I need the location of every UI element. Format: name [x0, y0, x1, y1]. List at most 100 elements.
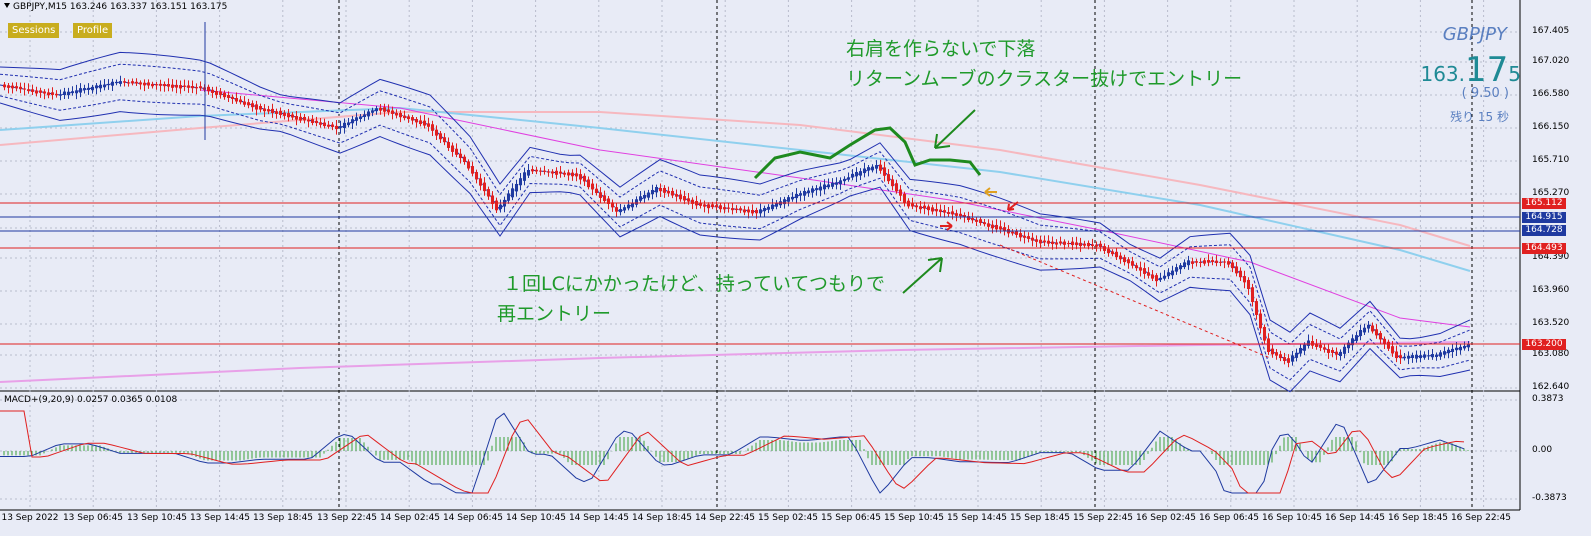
candle-body — [111, 81, 114, 86]
candle-body — [527, 170, 530, 176]
y-tick: 162.640 — [1532, 382, 1570, 392]
candle-body — [287, 113, 290, 118]
candle-body — [239, 99, 242, 103]
candle-body — [499, 204, 502, 210]
x-label: 13 Sep 2022 — [1, 513, 59, 523]
candle-body — [711, 204, 714, 208]
candle-body — [1111, 251, 1114, 255]
candle-body — [823, 184, 826, 190]
candle-body — [1383, 338, 1386, 344]
candle-body — [319, 122, 322, 125]
x-label: 14 Sep 06:45 — [442, 513, 504, 523]
profile-button[interactable]: Profile — [73, 23, 113, 38]
candle-body — [1403, 356, 1406, 359]
x-label: 13 Sep 06:45 — [62, 513, 124, 523]
candle-body — [979, 219, 982, 224]
candle-body — [1259, 313, 1262, 329]
candle-body — [583, 175, 586, 182]
x-label: 16 Sep 22:45 — [1450, 513, 1512, 523]
candle-body — [31, 89, 34, 92]
candle-body — [951, 211, 954, 215]
sessions-button[interactable]: Sessions — [8, 23, 60, 38]
candle-body — [1283, 357, 1286, 361]
candle-body — [875, 165, 878, 169]
x-label: 16 Sep 14:45 — [1324, 513, 1386, 523]
candle-body — [271, 108, 274, 113]
candle-body — [1063, 241, 1066, 245]
candle-body — [1339, 351, 1342, 357]
candle-body — [495, 200, 498, 211]
candle-body — [1103, 246, 1106, 251]
candle-body — [639, 196, 642, 201]
candle-body — [703, 204, 706, 207]
candle-body — [127, 82, 130, 84]
candle-body — [1363, 327, 1366, 333]
candle-body — [735, 208, 738, 211]
candle-body — [667, 190, 670, 194]
candle-body — [675, 194, 678, 197]
candle-body — [835, 182, 838, 185]
candle-body — [459, 153, 462, 159]
candle-body — [1047, 240, 1050, 244]
ma-slow-pink — [0, 111, 1471, 247]
y-tick: 163.520 — [1532, 318, 1570, 328]
candle-body — [79, 88, 82, 93]
x-label: 14 Sep 22:45 — [694, 513, 756, 523]
candle-body — [1299, 347, 1302, 354]
candle-body — [903, 193, 906, 203]
candle-body — [443, 137, 446, 143]
y-tick: 165.710 — [1532, 155, 1570, 165]
candle-body — [587, 179, 590, 188]
candle-body — [755, 209, 758, 214]
candle-body — [1323, 347, 1326, 350]
candle-body — [1215, 260, 1218, 264]
annotation-bottom-line2: 再エントリー — [497, 303, 612, 325]
candle-body — [1415, 354, 1418, 359]
candle-body — [7, 85, 10, 88]
x-label: 13 Sep 18:45 — [252, 513, 314, 523]
candle-body — [1291, 355, 1294, 362]
candle-body — [435, 129, 438, 136]
candle-body — [423, 120, 426, 126]
candle-body — [935, 208, 938, 212]
candle-body — [179, 85, 182, 89]
candle-body — [1439, 352, 1442, 357]
y-tick: 163.960 — [1532, 285, 1570, 295]
candle-body — [1311, 341, 1314, 346]
candle-body — [199, 86, 202, 89]
candle-body — [1091, 244, 1094, 246]
candle-body — [95, 85, 98, 89]
candle-body — [919, 206, 922, 210]
candle-body — [1243, 276, 1246, 283]
y-tick: 167.405 — [1532, 26, 1570, 36]
candle-body — [523, 172, 526, 181]
x-label: 13 Sep 22:45 — [316, 513, 378, 523]
candle-body — [1319, 344, 1322, 348]
candle-body — [1163, 275, 1166, 279]
candle-body — [751, 209, 754, 214]
candle-body — [679, 194, 682, 200]
candle-body — [1187, 260, 1190, 266]
candle-body — [871, 166, 874, 171]
x-label: 15 Sep 22:45 — [1072, 513, 1134, 523]
candle-body — [1107, 248, 1110, 254]
candle-body — [1035, 239, 1038, 242]
candle-body — [995, 224, 998, 230]
candle-body — [87, 87, 90, 90]
candle-body — [1351, 338, 1354, 346]
candle-body — [155, 84, 158, 86]
trend-line — [999, 244, 1271, 359]
candle-body — [439, 133, 442, 140]
candle-body — [915, 205, 918, 208]
candle-body — [1011, 231, 1014, 234]
candle-body — [579, 174, 582, 180]
candle-body — [455, 148, 458, 155]
candle-body — [787, 197, 790, 202]
symbol-name: GBPJPY — [1442, 24, 1507, 45]
candle-body — [763, 207, 766, 212]
arrow-icon — [902, 257, 943, 294]
candle-body — [279, 110, 282, 115]
candle-body — [399, 112, 402, 118]
candle-body — [1219, 261, 1222, 263]
